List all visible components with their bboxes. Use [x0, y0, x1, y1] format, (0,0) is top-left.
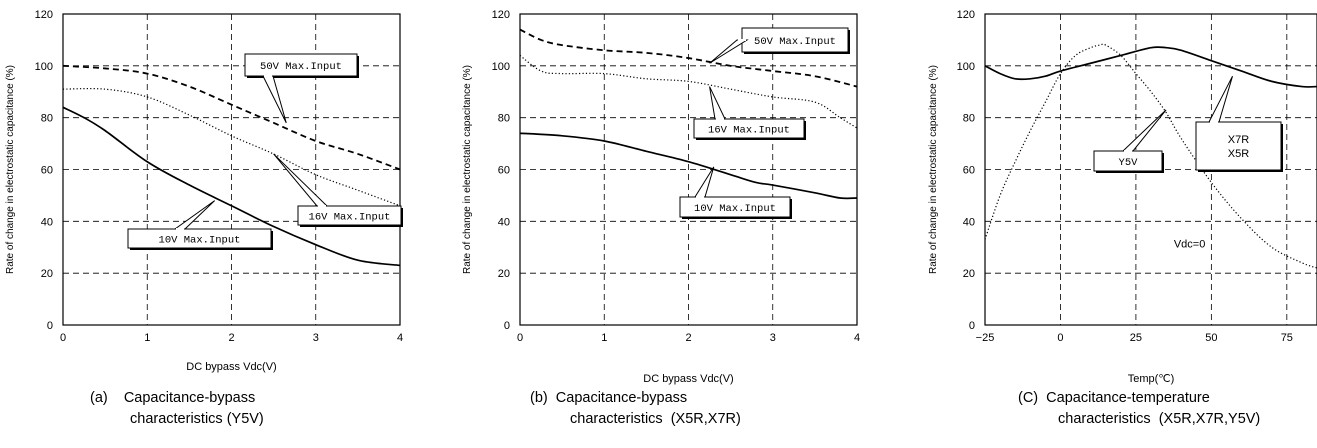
callout-box: [127, 228, 272, 249]
y-tick-label: 40: [41, 216, 53, 228]
y-tick-label: 60: [963, 165, 975, 177]
series-line-solid: [62, 106, 401, 267]
y-axis-label: Rate of change in electrostatic capacita…: [462, 65, 473, 274]
callout-label: 50V Max.Input: [754, 36, 836, 48]
callout-label: X5R: [1228, 148, 1249, 160]
callout: 10V Max.Input: [127, 200, 273, 250]
series-line-solid: [519, 132, 858, 200]
callout: 10V Max.Input: [679, 166, 792, 219]
callout-box: [693, 118, 805, 139]
callout-pointer: [1208, 75, 1233, 123]
callout-label: 10V Max.Input: [159, 235, 241, 247]
x-tick-label: 1: [144, 332, 150, 344]
callout: 50V Max.Input: [709, 27, 850, 64]
callout: Y5V: [1093, 109, 1167, 173]
x-tick-label: 3: [770, 332, 776, 344]
callout-pointer: [709, 86, 726, 120]
figure-caption: (C) Capacitance-temperature: [1018, 390, 1210, 406]
y-tick-label: 100: [492, 61, 510, 73]
y-tick-label: 40: [963, 216, 975, 228]
y-axis-label: Rate of change in electrostatic capacita…: [5, 65, 16, 274]
x-axis-label: Temp(℃): [1128, 373, 1175, 385]
x-tick-label: 1: [601, 332, 607, 344]
callout: 16V Max.Input: [273, 153, 403, 227]
y-tick-label: 80: [963, 113, 975, 125]
x-axis-label: DC bypass Vdc(V): [643, 373, 733, 385]
figure-caption: (a) Capacitance-bypass: [90, 390, 255, 406]
x-tick-label: 0: [517, 332, 523, 344]
x-tick-label: 50: [1205, 332, 1217, 344]
y-tick-label: 20: [963, 268, 975, 280]
y-tick-label: 80: [498, 113, 510, 125]
figure-caption: (b) Capacitance-bypass: [530, 390, 687, 406]
callout-box: [741, 27, 849, 53]
callout-label: 16V Max.Input: [309, 212, 391, 224]
x-tick-label: 4: [854, 332, 860, 344]
callout-pointer: [273, 153, 329, 207]
figure-caption: characteristics (X5R,X7R,Y5V): [1058, 411, 1260, 427]
annotation-text: Vdc=0: [1174, 238, 1206, 250]
x-tick-label: 4: [397, 332, 403, 344]
callout-label: Y5V: [1119, 157, 1139, 169]
x-tick-label: 25: [1130, 332, 1142, 344]
x-axis-label: DC bypass Vdc(V): [186, 361, 276, 373]
callout-label: 10V Max.Input: [694, 203, 776, 215]
y-axis-label: Rate of change in electrostatic capacita…: [928, 65, 939, 274]
y-tick-label: 20: [41, 268, 53, 280]
callout-box: [297, 205, 402, 226]
x-tick-label: 3: [313, 332, 319, 344]
x-tick-label: 2: [685, 332, 691, 344]
x-tick-label: 75: [1281, 332, 1293, 344]
y-tick-label: 100: [35, 61, 53, 73]
callout-box: [244, 53, 358, 77]
series-line-dashed: [62, 64, 401, 171]
plot-frame: [519, 13, 858, 326]
callout-box: [1195, 121, 1282, 171]
y-tick-label: 120: [957, 9, 975, 21]
y-tick-label: 120: [35, 9, 53, 21]
callout-label: 50V Max.Input: [260, 61, 342, 73]
y-tick-label: 60: [498, 165, 510, 177]
y-tick-label: 120: [492, 9, 510, 21]
y-tick-label: 80: [41, 113, 53, 125]
x-tick-label: 2: [228, 332, 234, 344]
x-tick-label: 0: [1057, 332, 1063, 344]
figure-caption: characteristics (Y5V): [130, 411, 264, 427]
y-tick-label: 0: [504, 320, 510, 332]
callout-pointer: [709, 39, 749, 64]
callout-box: [679, 196, 791, 218]
y-tick-label: 60: [41, 165, 53, 177]
callout-pointer: [1121, 109, 1167, 152]
y-tick-label: 0: [969, 320, 975, 332]
y-tick-label: 40: [498, 216, 510, 228]
figure-caption: characteristics (X5R,X7R): [570, 411, 741, 427]
callout-pointer: [694, 166, 715, 198]
series-line-dotted: [62, 87, 401, 207]
callout: 16V Max.Input: [693, 86, 806, 140]
callout-label: 16V Max.Input: [708, 125, 790, 137]
callout: 50V Max.Input: [244, 53, 359, 124]
series-line-dashed: [519, 28, 858, 88]
y-tick-label: 20: [498, 268, 510, 280]
y-tick-label: 100: [957, 61, 975, 73]
series-line-dotted: [519, 54, 858, 129]
x-tick-label: −25: [976, 332, 995, 344]
callout-pointer: [173, 200, 215, 230]
grid: [520, 14, 857, 325]
x-tick-label: 0: [60, 332, 66, 344]
callout-label: X7R: [1228, 134, 1249, 146]
plot-frame: [984, 13, 1317, 326]
callout-pointer: [262, 75, 287, 124]
series-line-solid: [984, 46, 1317, 88]
y-tick-label: 0: [47, 320, 53, 332]
